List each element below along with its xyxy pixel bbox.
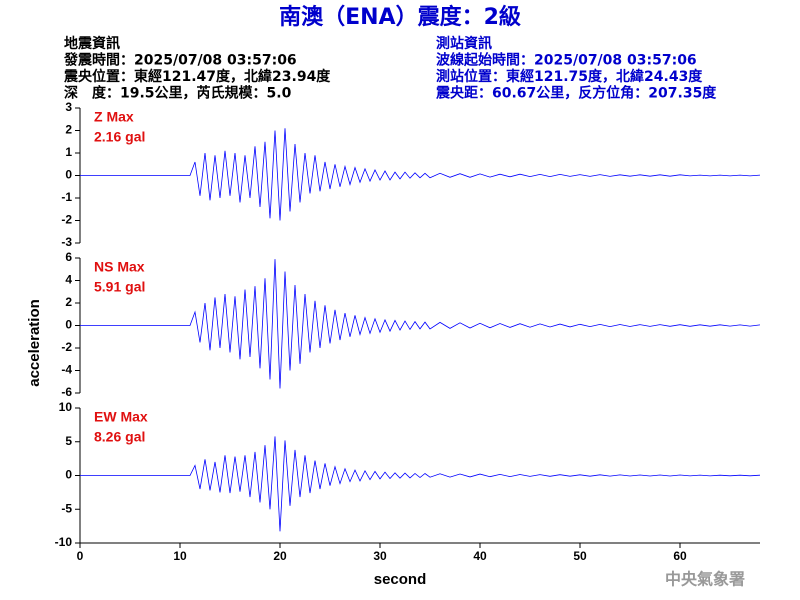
event-info: 地震資訊 bbox=[64, 35, 120, 52]
y-tick-label: -3 bbox=[61, 235, 72, 249]
y-tick-label: 0 bbox=[65, 468, 72, 482]
station-info: 波線起始時間：2025/07/08 03:57:06 bbox=[436, 52, 697, 69]
max-label: 2.16 gal bbox=[94, 129, 145, 145]
x-tick-label: 50 bbox=[573, 549, 587, 563]
y-tick-label: -2 bbox=[61, 213, 72, 227]
waveform bbox=[80, 128, 761, 221]
event-info: 深 度：19.5公里，芮氏規模：5.0 bbox=[64, 85, 292, 102]
y-tick-label: -6 bbox=[61, 385, 72, 399]
y-tick-label: 5 bbox=[65, 434, 72, 448]
station-info: 震央距：60.67公里，反方位角：207.35度 bbox=[435, 85, 717, 102]
x-tick-label: 10 bbox=[173, 549, 187, 563]
x-tick-label: 20 bbox=[273, 549, 287, 563]
y-tick-label: 2 bbox=[65, 123, 72, 137]
y-tick-label: 0 bbox=[65, 318, 72, 332]
y-tick-label: -10 bbox=[55, 535, 73, 549]
y-tick-label: -2 bbox=[61, 340, 72, 354]
station-info: 測站位置：東經121.75度，北緯24.43度 bbox=[436, 68, 703, 85]
x-tick-label: 60 bbox=[673, 549, 687, 563]
waveform bbox=[80, 259, 761, 389]
station-info: 測站資訊 bbox=[436, 35, 492, 52]
y-tick-label: 3 bbox=[65, 100, 72, 114]
y-tick-label: 2 bbox=[65, 295, 72, 309]
y-tick-label: 6 bbox=[65, 250, 72, 264]
event-info: 震央位置：東經121.47度，北緯23.94度 bbox=[63, 68, 331, 85]
x-tick-label: 30 bbox=[373, 549, 387, 563]
y-tick-label: 1 bbox=[65, 145, 72, 159]
max-label: 8.26 gal bbox=[94, 429, 145, 445]
x-tick-label: 0 bbox=[77, 549, 84, 563]
title: 南澳（ENA）震度：2級 bbox=[279, 4, 521, 30]
component-label: NS Max bbox=[94, 259, 145, 275]
event-info: 發震時間：2025/07/08 03:57:06 bbox=[63, 52, 297, 69]
y-tick-label: -1 bbox=[61, 190, 72, 204]
component-label: EW Max bbox=[94, 409, 148, 425]
x-tick-label: 40 bbox=[473, 549, 487, 563]
y-tick-label: -4 bbox=[61, 363, 72, 377]
y-tick-label: 0 bbox=[65, 168, 72, 182]
credit: 中央氣象署 bbox=[665, 570, 745, 589]
waveform bbox=[80, 436, 761, 532]
x-axis-label: second bbox=[374, 571, 427, 588]
y-tick-label: 10 bbox=[59, 400, 73, 414]
y-axis-label: acceleration bbox=[26, 299, 43, 387]
y-tick-label: -5 bbox=[61, 501, 72, 515]
component-label: Z Max bbox=[94, 109, 134, 125]
y-tick-label: 4 bbox=[65, 273, 72, 287]
max-label: 5.91 gal bbox=[94, 279, 145, 295]
